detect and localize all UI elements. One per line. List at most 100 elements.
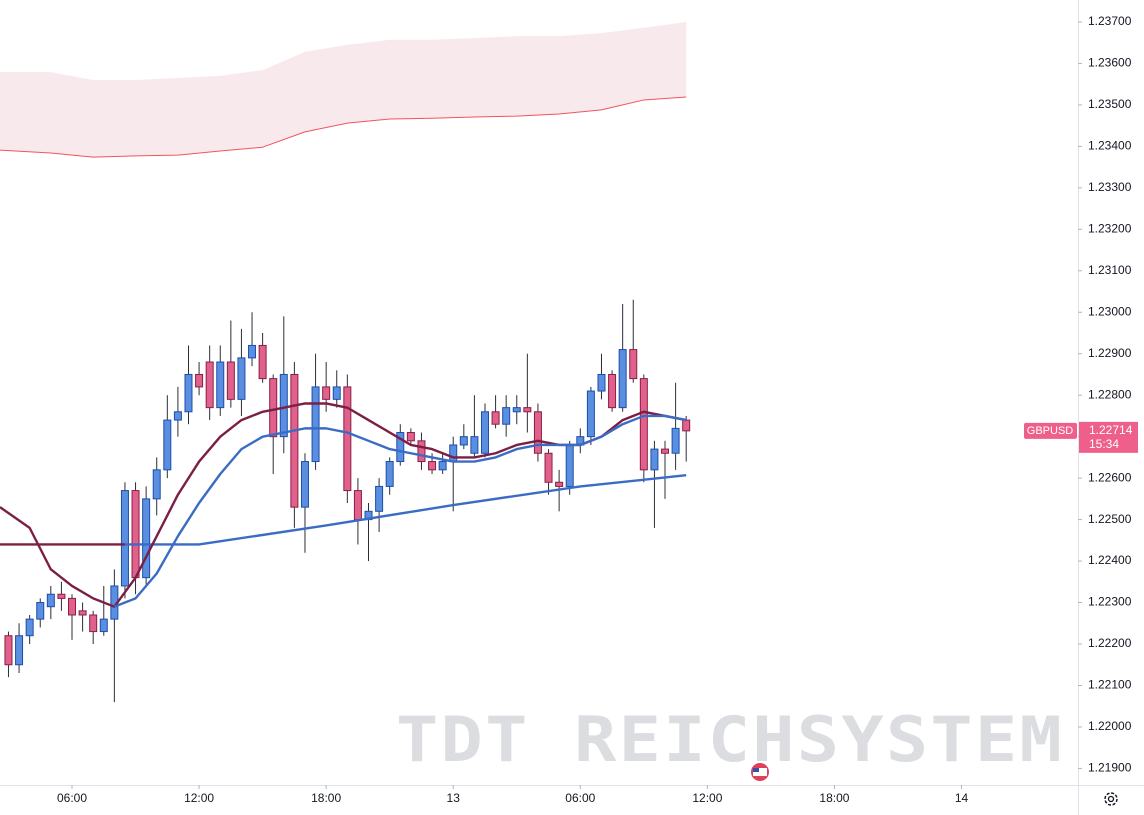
candle-body-up [375,485,384,512]
candle-body-down [608,373,617,409]
countdown-label: 15:34 [1089,437,1119,451]
candle-body-up [449,444,458,463]
candle-body-up [618,349,627,409]
candle-body-down [4,635,13,666]
y-tick-label: 1.22200 [1088,636,1132,650]
candle-body-up [480,411,489,454]
x-tick-label: 12:00 [692,791,722,805]
gear-inner [1107,795,1115,803]
y-tick-label: 1.23700 [1088,14,1132,28]
candle-body-up [163,419,172,471]
y-tick-label: 1.22100 [1088,678,1132,692]
candle-body-down [269,378,278,438]
candle-body-up [46,593,55,608]
band-area [0,21,687,158]
y-tick-label: 1.23300 [1088,180,1132,194]
event-flag[interactable] [751,763,769,781]
candle-body-up [184,373,193,413]
candle-body-down [68,597,77,616]
candle-body-down [131,490,140,579]
candle-body-down [491,411,500,425]
candle-body-up [15,635,24,666]
candle-body-down [343,386,352,492]
candle-body-down [523,407,532,413]
y-tick-label: 1.23400 [1088,139,1132,153]
candle-body-down [353,490,362,521]
y-tick-label: 1.23000 [1088,304,1132,318]
candle-body-up [36,602,45,620]
candle-body-up [502,407,511,425]
y-tick-label: 1.22300 [1088,595,1132,609]
x-tick-label: 06:00 [565,791,595,805]
y-tick-label: 1.22900 [1088,346,1132,360]
candle-body-up [438,461,447,471]
candle-body-up [565,444,574,487]
candle-body-down [428,461,437,471]
candle-body-up [650,448,659,471]
gear-outer[interactable] [1104,792,1118,806]
indicator-line [124,474,687,546]
candle-body-up [120,490,129,587]
candle-body-up [396,432,405,463]
candle-body-down [629,349,638,380]
candle-body-down [195,373,204,388]
symbol-label-box [1024,422,1077,439]
x-tick-label: 18:00 [311,791,341,805]
candle-body-down [226,361,235,400]
candle-body-down [78,610,87,616]
symbol-label: GBPUSD [1027,425,1074,437]
candle-body-up [279,373,288,438]
candle-body-down [544,452,553,483]
candle-body-down [555,481,564,487]
x-tick-label: 06:00 [57,791,87,805]
indicator-line [0,96,687,158]
y-tick-label: 1.22500 [1088,512,1132,526]
candle-body-down [661,448,670,454]
last-price-label: 1.22714 [1089,423,1133,437]
y-tick-label: 1.22600 [1088,470,1132,484]
candle-body-up [99,618,108,633]
indicator-line [113,414,687,608]
candle-body-up [300,461,309,508]
candle-body-up [248,344,257,359]
watermark: TDT REICHSYSTEM [396,703,1064,776]
candle-body-up [216,361,225,409]
candle-body-up [173,411,182,421]
candle-body-down [290,373,299,508]
candle-body-up [597,373,606,392]
y-tick-label: 1.21900 [1088,761,1132,775]
candle-body-down [682,419,691,432]
candle-body-down [89,614,98,633]
y-tick-label: 1.23600 [1088,56,1132,70]
x-tick-label: 14 [955,791,969,805]
candle-body-up [459,436,468,446]
candle-body-down [417,440,426,463]
y-tick-label: 1.23500 [1088,97,1132,111]
settings-button[interactable] [1104,792,1118,806]
y-tick-label: 1.22000 [1088,719,1132,733]
x-tick-label: 18:00 [819,791,849,805]
candle-body-up [671,427,680,454]
y-tick-label: 1.22400 [1088,553,1132,567]
candle-body-down [322,386,331,400]
candle-body-down [639,378,648,471]
candle-body-down [533,411,542,454]
x-tick-label: 12:00 [184,791,214,805]
flag-stripe [753,768,767,776]
candle-body-up [332,386,341,400]
candle-body-down [406,432,415,442]
candle-body-up [470,436,479,454]
candle-body-up [385,461,394,487]
candle-body-up [586,390,595,438]
candle-body-up [152,469,161,500]
candle-body-up [512,407,521,413]
plot-area [0,21,691,703]
last-price-box [1079,421,1138,453]
y-tick-label: 1.23200 [1088,221,1132,235]
candle-body-up [25,618,34,637]
y-tick-label: 1.23100 [1088,263,1132,277]
y-tick-label: 1.22800 [1088,387,1132,401]
x-tick-label: 13 [447,791,461,805]
